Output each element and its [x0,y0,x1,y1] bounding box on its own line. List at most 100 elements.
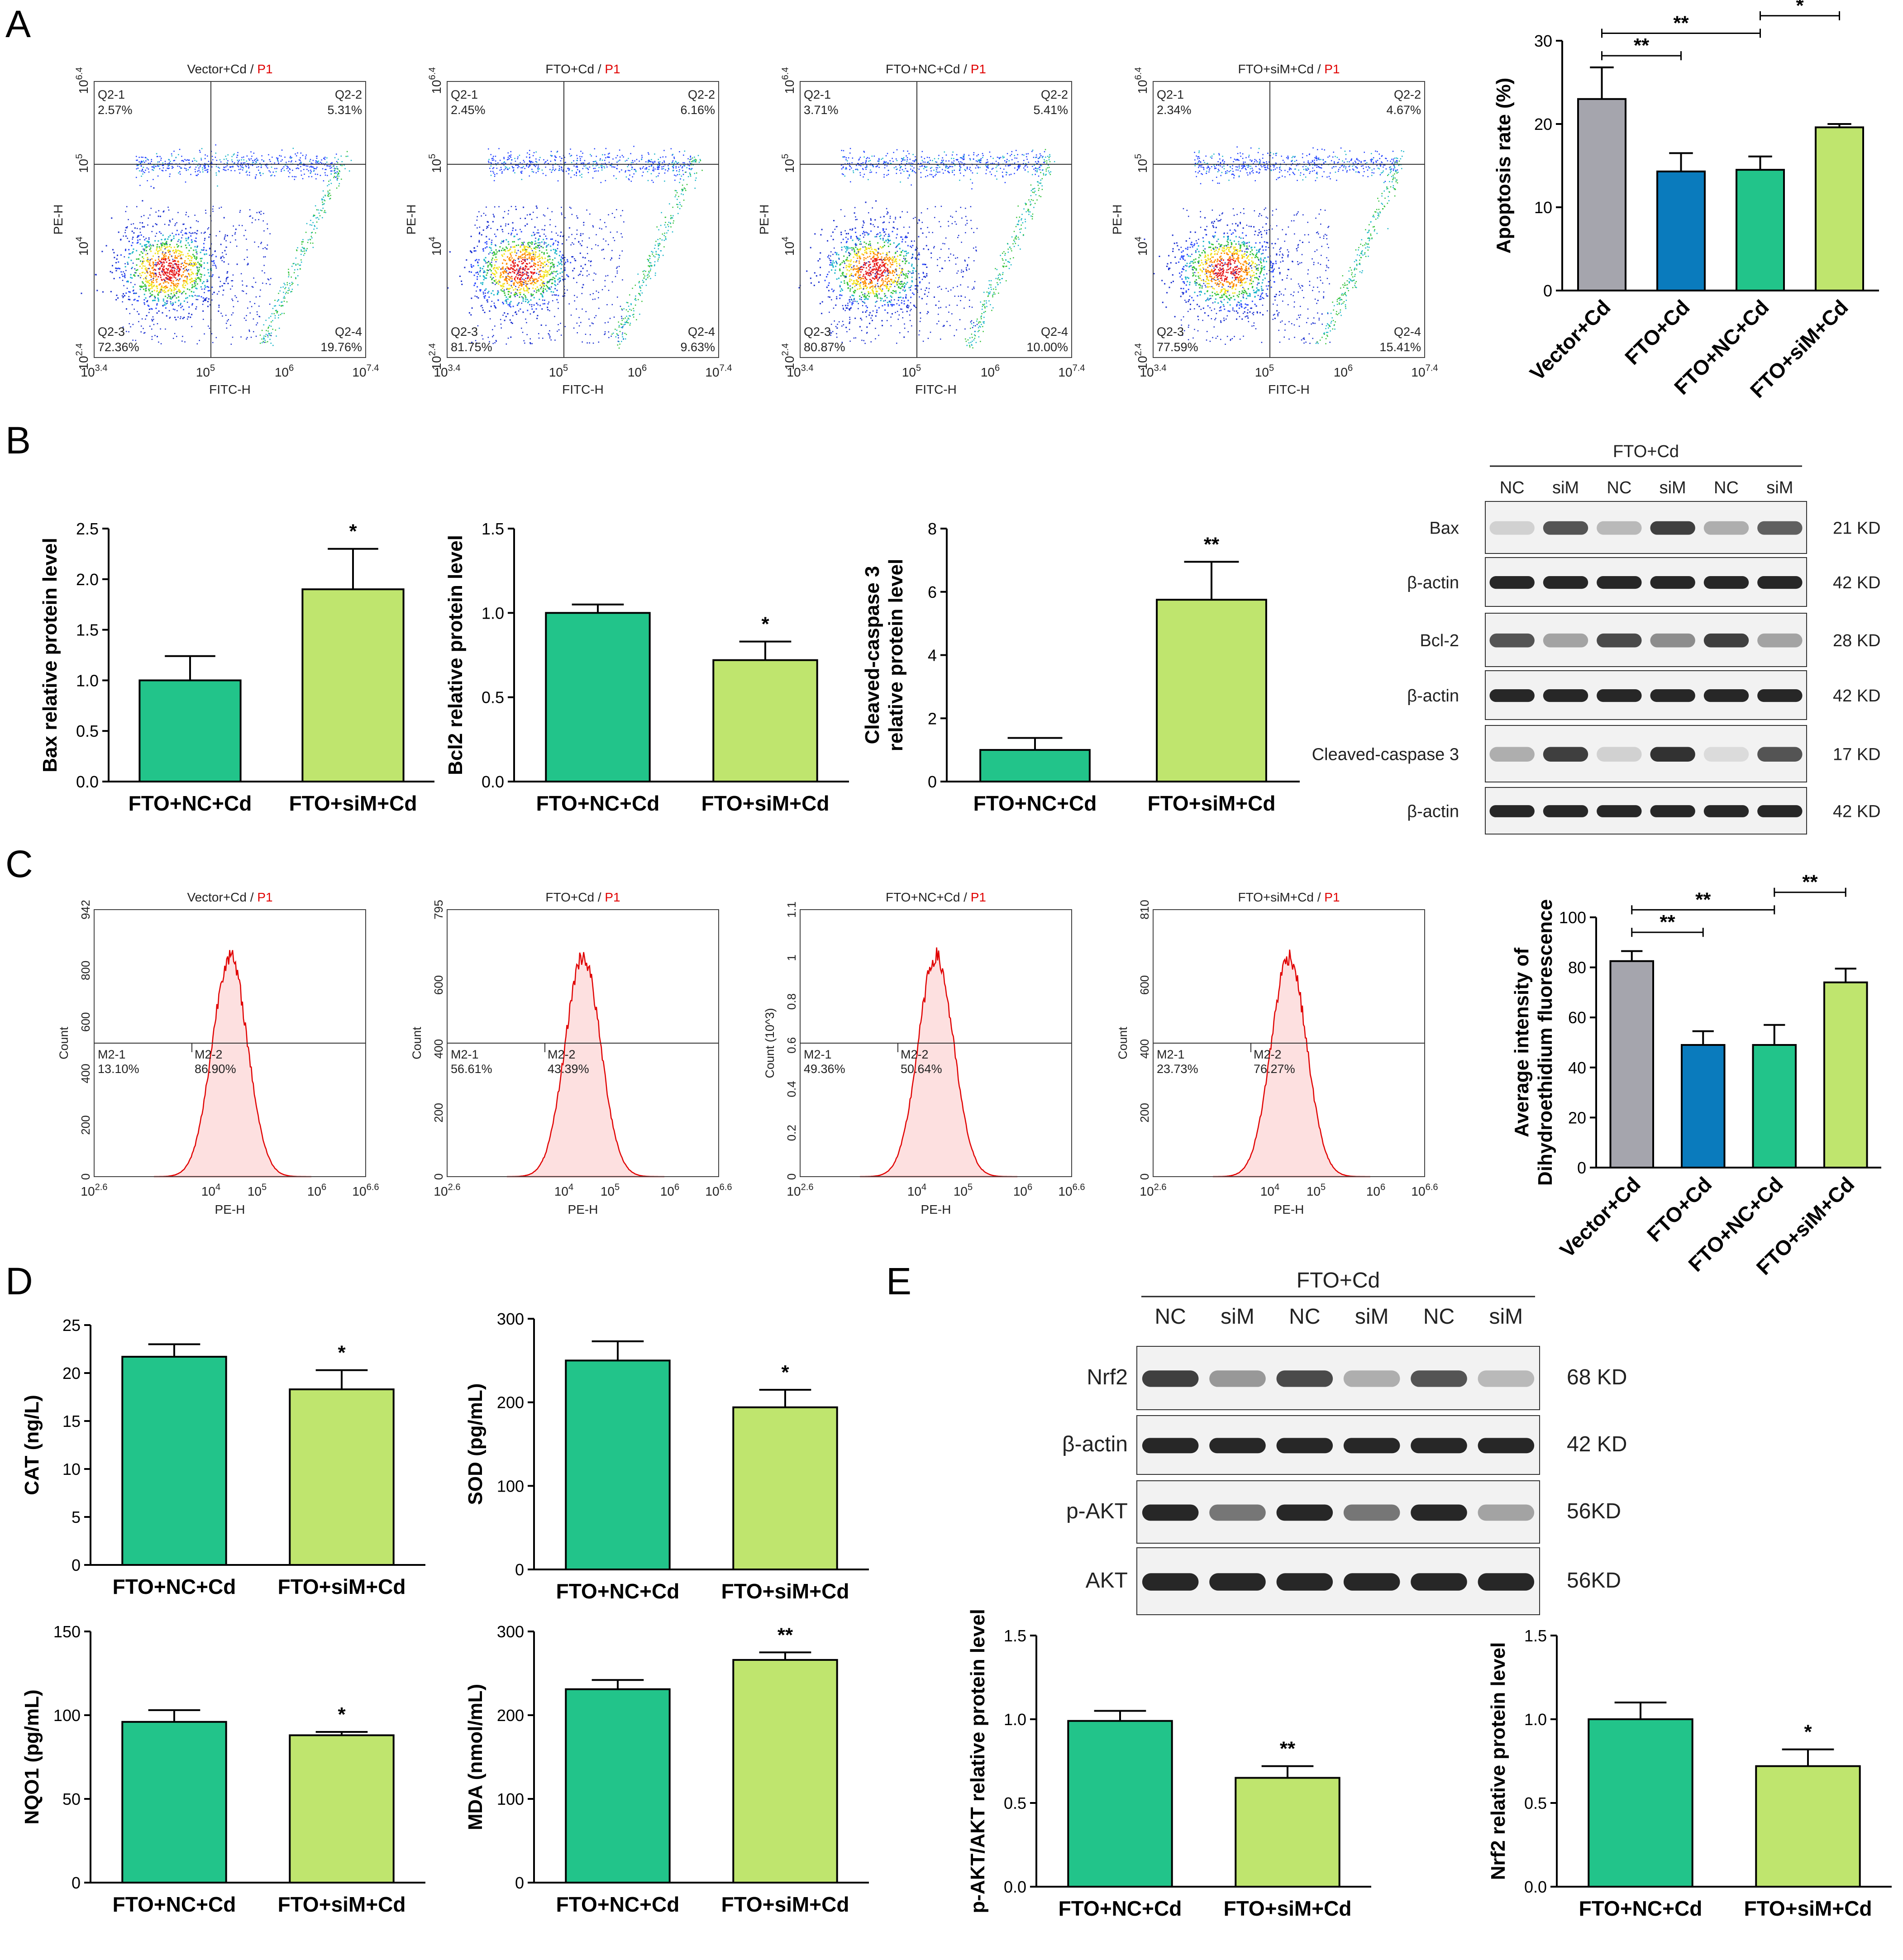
flow-dot [532,155,534,157]
flow-dot [475,260,476,262]
flow-dot [200,258,201,259]
flow-dot [863,241,865,243]
flow-dot [534,257,536,259]
flow-dot [874,269,876,271]
flow-dot [117,297,119,299]
flow-dot [492,277,494,278]
flow-dot [134,227,136,229]
flow-dot [564,267,566,269]
flow-dot [163,278,165,280]
flow-dot [197,262,199,263]
flow-dot [286,282,288,283]
flow-dot [137,159,138,161]
flow-dot [506,302,507,304]
flow-dot [507,304,509,305]
flow-dot [150,296,152,297]
flow-dot [479,289,481,291]
flow-dot [167,275,169,277]
flow-dot [211,156,213,157]
flow-dot [608,290,610,291]
flow-dot [233,225,234,227]
flow-dot [162,252,163,253]
flow-dot [554,288,556,289]
flow-dot [863,263,865,265]
flow-dot [872,257,873,258]
flow-dot [554,159,556,161]
flow-dot [491,163,492,164]
flow-dot [845,248,847,249]
flow-dot [512,170,514,172]
flow-dot [194,283,196,285]
flow-dot [557,279,559,281]
flow-dot [175,277,176,279]
flow-dot [891,264,892,266]
flow-dot [623,324,625,326]
flow-dot [148,168,149,170]
flow-dot [665,238,667,239]
flow-dot [184,276,186,278]
flow-dot [158,256,159,258]
flow-dot [552,272,553,274]
flow-dot [477,272,478,273]
flow-dot [658,175,659,176]
flow-dot [331,162,333,164]
flow-dot [695,177,697,179]
flow-dot [869,256,871,258]
flow-dot [657,254,659,255]
flow-dot [597,245,599,246]
flow-dot [274,300,276,301]
flow-dot [312,163,313,165]
flow-dot [262,173,264,174]
flow-dot [173,276,175,278]
flow-dot [551,155,553,157]
flow-dot [616,168,618,170]
flow-dot [301,243,303,245]
flow-dot [186,240,187,242]
flow-dot [185,238,187,239]
flow-dot [163,245,165,247]
flow-dot [127,281,129,283]
flow-dot [543,292,544,293]
flow-dot [857,248,858,250]
flow-dot [287,290,289,291]
flow-dot [161,289,163,291]
flow-dot [323,157,324,159]
flow-dot [519,269,520,271]
flow-dot [876,265,878,266]
flow-dot [491,243,492,245]
flow-dot [237,300,238,302]
quadrant-q4-value: 9.63% [680,340,715,354]
flow-dot [245,229,246,231]
flow-dot [487,292,489,294]
flow-dot [214,264,216,266]
flow-dot [679,174,680,175]
flow-dot [492,329,493,330]
flow-dot [148,305,150,307]
flow-dot [124,277,126,278]
flow-dot [484,242,486,243]
flow-dot [153,285,155,286]
flow-dot [187,318,188,320]
flow-dot [188,159,189,161]
flow-dot [260,167,262,168]
flow-dot [892,259,894,261]
flow-dot [853,261,854,263]
flow-dot [868,264,870,266]
flow-dot [161,245,162,247]
flow-dot [526,271,528,273]
flow-dot [552,264,554,266]
flow-dot [547,160,548,161]
flow-dot [892,275,894,276]
flow-dot [923,263,925,265]
flow-dot [594,161,595,162]
flow-dot [215,166,217,167]
flow-dot [240,336,242,338]
flow-dot [872,290,873,292]
flow-dot [264,247,266,248]
flow-dot [554,284,556,286]
flow-dot [132,324,134,325]
flow-dot [518,274,520,276]
flow-dot [170,303,172,305]
flow-dot [610,164,612,166]
flow-dot [892,263,893,265]
